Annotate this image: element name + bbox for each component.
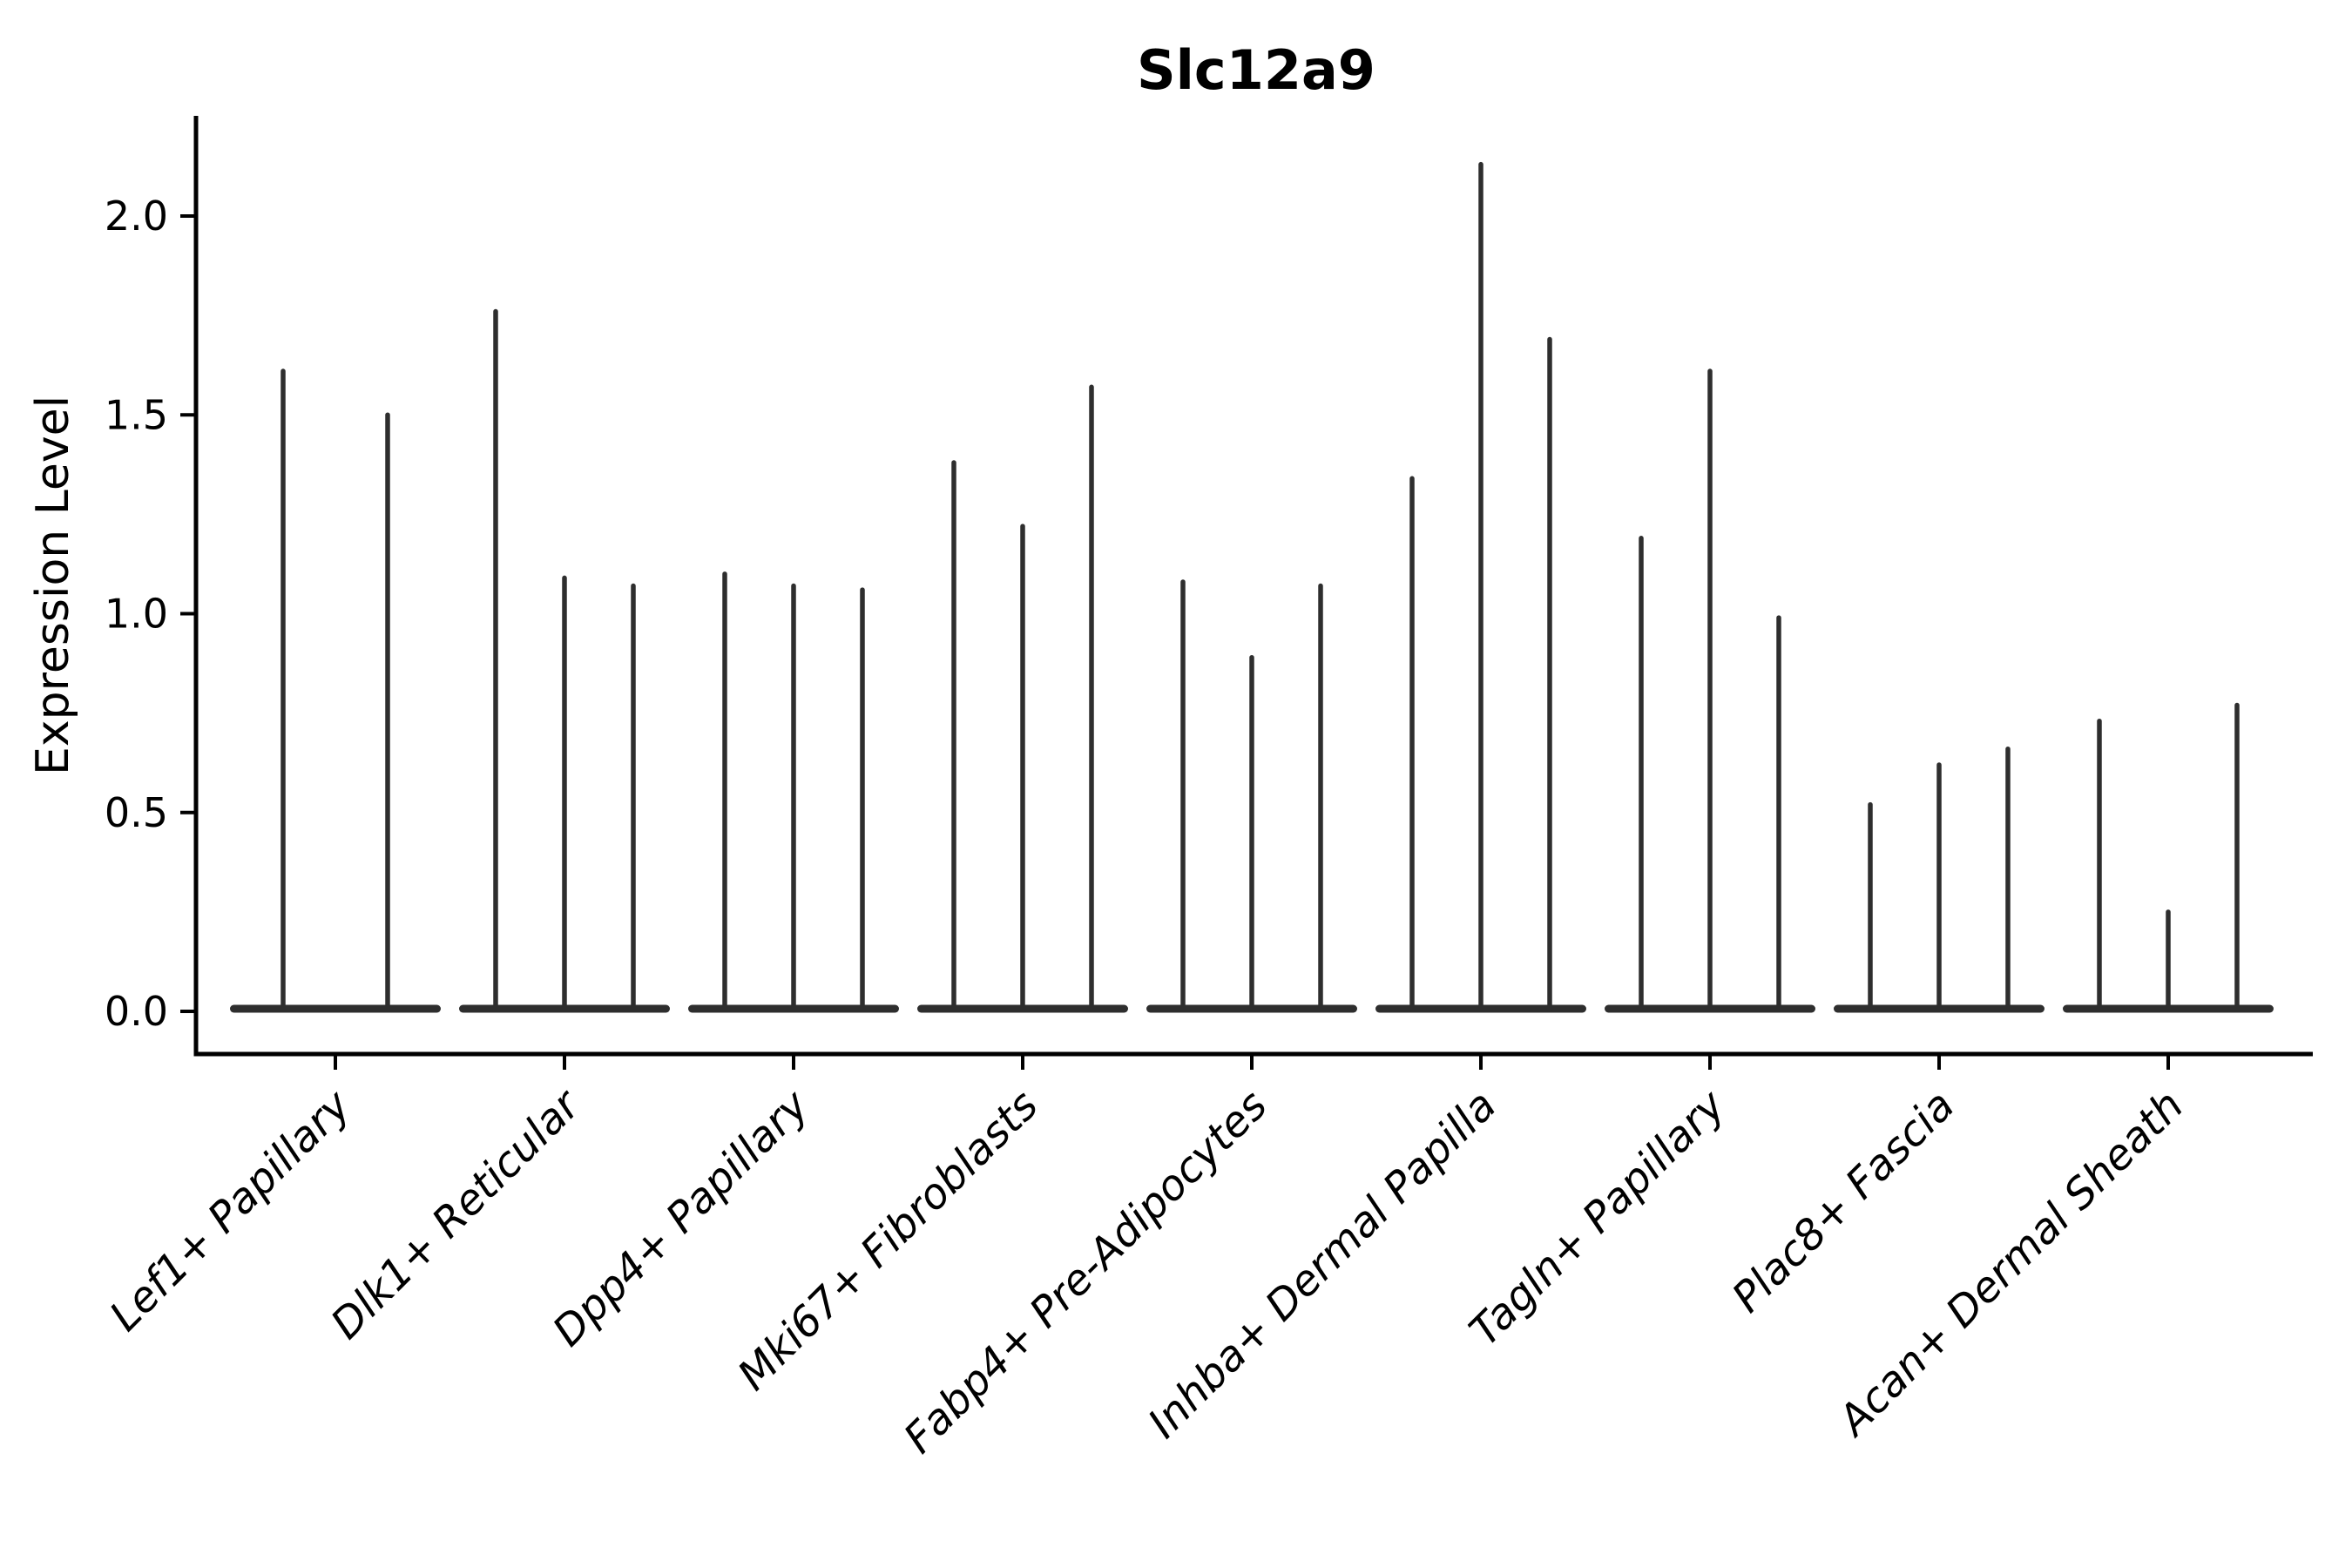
y-tick-label: 0.0 [105,988,168,1035]
x-category-label: Dpp4+ Papillary [544,1080,819,1355]
x-category-label: Plac8+ Fascia [1723,1081,1964,1322]
violin-group [459,308,670,1013]
violin-group [917,384,1128,1013]
y-axis: 0.0 0.5 1.0 1.5 2.0 [105,116,199,1054]
violin-group [2063,702,2274,1013]
y-tick-label: 0.5 [105,789,168,836]
y-axis-label: Expression Level [27,395,79,775]
violin-group [1605,368,1815,1013]
violin-group [1375,161,1586,1013]
violin-group [688,571,899,1013]
violin-group [1834,746,2044,1013]
x-category-label: Lef1+ Papillary [100,1080,361,1341]
x-category-label: Tagln+ Papillary [1460,1080,1735,1355]
y-tick-label: 1.5 [105,391,168,438]
violin-base [230,1004,441,1013]
y-tick-label: 2.0 [105,193,168,240]
chart-title: Slc12a9 [1137,38,1375,102]
violin-group [1146,579,1357,1013]
x-category-label: Fabp4+ Pre-Adipocytes [895,1081,1277,1463]
violin-group [230,368,441,1013]
x-category-label: Dlk1+ Reticular [321,1079,591,1349]
y-tick-label: 1.0 [105,591,168,638]
violins-layer [230,161,2274,1013]
